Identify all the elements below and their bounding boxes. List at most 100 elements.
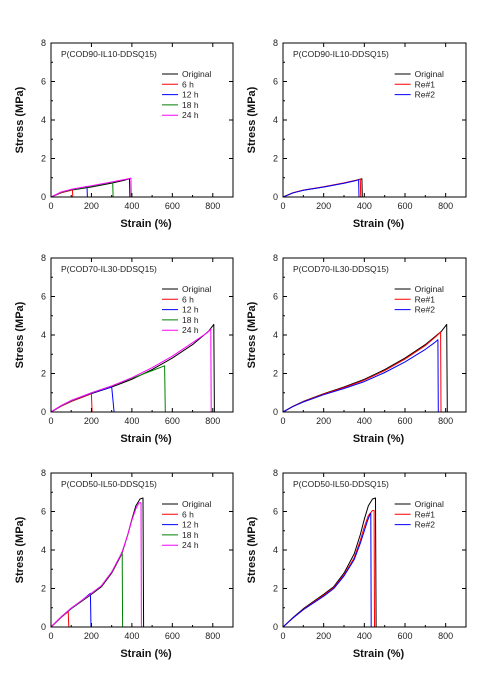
x-axis-label: Strain (%)	[353, 218, 405, 230]
legend-label-5: 24 h	[182, 110, 199, 120]
y-axis-label: Stress (MPa)	[14, 86, 26, 153]
y-axis-label: Stress (MPa)	[246, 86, 258, 153]
x-tick-label: 200	[316, 631, 331, 641]
chart-panel-4: 0 200 400 600 800 0 2 4 6 8 Strain (%) Stress (MPa)…	[246, 253, 467, 445]
y-tick-label: 2	[41, 369, 46, 379]
x-tick-label: 0	[48, 631, 53, 641]
y-tick-label: 6	[41, 77, 46, 87]
x-tick-label: 0	[48, 416, 53, 426]
series-group	[51, 323, 215, 412]
y-tick-label: 8	[273, 38, 278, 48]
x-tick-label: 600	[397, 201, 412, 211]
y-tick-label: 4	[41, 115, 46, 125]
x-axis-label: Strain (%)	[120, 648, 172, 660]
x-axis-label: Strain (%)	[353, 433, 405, 445]
x-axis-label: Strain (%)	[120, 218, 172, 230]
x-tick-label: 200	[316, 201, 331, 211]
legend-label-4: 18 h	[182, 530, 199, 540]
x-axis-label: Strain (%)	[353, 648, 405, 660]
x-tick-label: 400	[357, 631, 372, 641]
legend-label-1: Original	[415, 69, 444, 79]
x-tick-label: 800	[205, 416, 220, 426]
chart-title: P(COD90-IL10-DDSQ15)	[293, 49, 389, 59]
chart-title: P(COD50-IL50-DDSQ15)	[293, 479, 389, 489]
x-tick-label: 600	[165, 631, 180, 641]
y-tick-label: 2	[41, 584, 46, 594]
series-line-3	[283, 512, 372, 627]
series-line-3	[51, 386, 115, 412]
x-tick-label: 600	[165, 201, 180, 211]
series-line-5	[51, 502, 142, 627]
x-tick-label: 0	[48, 201, 53, 211]
x-tick-label: 400	[124, 201, 139, 211]
legend-label-3: 12 h	[182, 90, 199, 100]
legend-label-3: 12 h	[182, 520, 199, 530]
legend-label-3: Re#2	[415, 520, 436, 530]
legend-label-4: 18 h	[182, 315, 199, 325]
legend-label-1: Original	[182, 69, 211, 79]
y-tick-label: 4	[41, 330, 46, 340]
series-group	[283, 323, 448, 412]
x-tick-label: 600	[165, 416, 180, 426]
chart-panel-3: 0 200 400 600 800 0 2 4 6 8 Strain (%) Stress (MPa)…	[14, 253, 234, 445]
series-line-5	[51, 328, 212, 412]
plot-frame	[50, 42, 234, 198]
y-tick-label: 2	[273, 154, 278, 164]
plot-frame	[50, 257, 234, 413]
legend-label-2: 6 h	[182, 79, 194, 89]
chart-title: P(COD70-IL30-DDSQ15)	[293, 264, 389, 274]
chart-title: P(COD90-IL10-DDSQ15)	[61, 49, 157, 59]
series-line-2	[283, 510, 375, 627]
series-line-3	[283, 179, 360, 197]
x-axis-label: Strain (%)	[120, 433, 172, 445]
x-tick-label: 400	[357, 416, 372, 426]
x-tick-label: 800	[438, 631, 453, 641]
y-tick-label: 0	[41, 407, 46, 417]
y-tick-label: 2	[273, 369, 278, 379]
y-tick-label: 0	[41, 622, 46, 632]
x-tick-label: 200	[316, 416, 331, 426]
y-tick-label: 6	[41, 292, 46, 302]
x-tick-label: 400	[357, 201, 372, 211]
y-tick-label: 8	[273, 468, 278, 478]
series-line-1	[283, 497, 377, 627]
series-line-2	[51, 393, 93, 412]
y-tick-label: 4	[273, 330, 278, 340]
y-axis-label: Stress (MPa)	[246, 516, 258, 583]
x-tick-label: 600	[397, 631, 412, 641]
chart-title: P(COD50-IL50-DDSQ15)	[61, 479, 157, 489]
x-tick-label: 800	[438, 416, 453, 426]
y-tick-label: 4	[273, 115, 278, 125]
x-tick-label: 800	[205, 201, 220, 211]
y-axis-label: Stress (MPa)	[14, 516, 26, 583]
x-tick-label: 200	[84, 416, 99, 426]
legend-label-5: 24 h	[182, 540, 199, 550]
plot-frame	[282, 42, 467, 198]
legend-label-5: 24 h	[182, 325, 199, 335]
y-tick-label: 2	[41, 154, 46, 164]
series-line-4	[51, 181, 114, 197]
y-tick-label: 8	[41, 468, 46, 478]
chart-panel-2: 0 200 400 600 800 0 2 4 6 8 Strain (%) Stress (MPa)…	[246, 38, 467, 230]
legend-label-2: 6 h	[182, 509, 194, 519]
legend-label-2: 6 h	[182, 294, 194, 304]
y-tick-label: 6	[273, 292, 278, 302]
series-line-4	[51, 365, 166, 412]
x-tick-label: 0	[280, 201, 285, 211]
chart-panel-5: 0 200 400 600 800 0 2 4 6 8 Strain (%) Stress (MPa)…	[14, 468, 234, 660]
x-tick-label: 800	[205, 631, 220, 641]
y-axis-label: Stress (MPa)	[14, 301, 26, 368]
y-tick-label: 6	[273, 507, 278, 517]
y-tick-label: 8	[41, 38, 46, 48]
x-tick-label: 0	[280, 631, 285, 641]
x-tick-label: 200	[84, 201, 99, 211]
series-group	[51, 177, 132, 197]
legend-label-4: 18 h	[182, 100, 199, 110]
y-tick-label: 0	[273, 192, 278, 202]
legend-label-2: Re#1	[415, 294, 436, 304]
series-line-4	[51, 551, 124, 627]
y-tick-label: 6	[41, 507, 46, 517]
